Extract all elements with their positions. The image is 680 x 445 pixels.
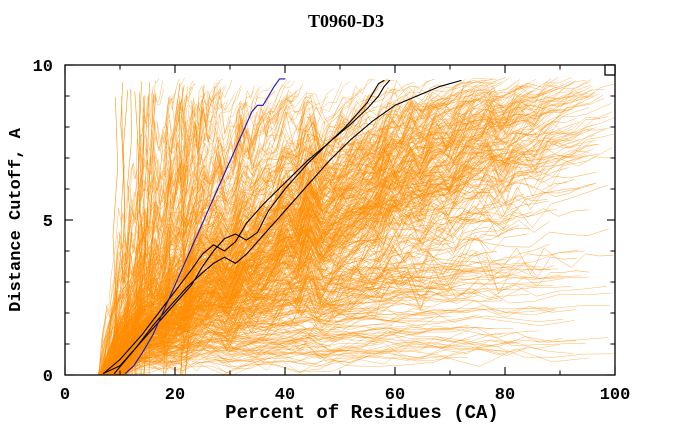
svg-text:100: 100: [600, 386, 631, 405]
svg-text:10: 10: [33, 58, 53, 77]
svg-text:5: 5: [43, 213, 53, 232]
svg-text:Percent of Residues (CA): Percent of Residues (CA): [225, 402, 499, 424]
svg-text:0: 0: [60, 386, 70, 405]
svg-text:T0960-D3: T0960-D3: [308, 11, 384, 31]
svg-text:20: 20: [165, 386, 185, 405]
svg-text:0: 0: [43, 368, 53, 387]
svg-text:Distance Cutoff, A: Distance Cutoff, A: [7, 127, 26, 311]
